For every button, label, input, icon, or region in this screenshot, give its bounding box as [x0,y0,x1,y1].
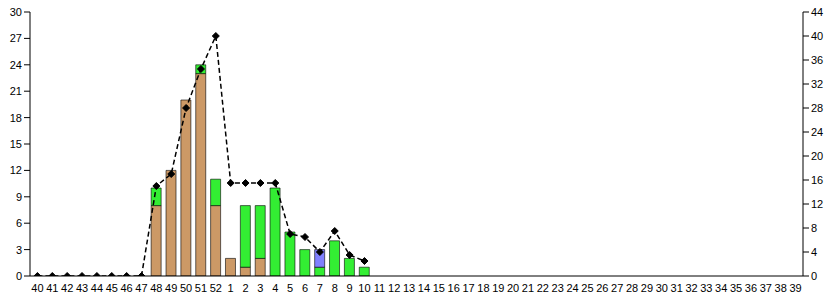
svg-text:44: 44 [811,6,823,18]
svg-text:28: 28 [626,282,638,294]
svg-text:46: 46 [121,282,133,294]
svg-text:1: 1 [228,282,234,294]
svg-text:27: 27 [611,282,623,294]
svg-text:25: 25 [581,282,593,294]
svg-text:8: 8 [811,222,817,234]
svg-text:24: 24 [566,282,578,294]
svg-text:40: 40 [811,30,823,42]
svg-text:6: 6 [16,217,22,229]
svg-text:30: 30 [656,282,668,294]
svg-text:21: 21 [10,85,22,97]
svg-text:45: 45 [106,282,118,294]
svg-text:15: 15 [433,282,445,294]
svg-text:50: 50 [180,282,192,294]
svg-text:9: 9 [347,282,353,294]
svg-text:41: 41 [46,282,58,294]
svg-text:47: 47 [135,282,147,294]
svg-text:29: 29 [641,282,653,294]
svg-text:38: 38 [775,282,787,294]
svg-text:19: 19 [492,282,504,294]
svg-text:0: 0 [811,270,817,282]
svg-text:5: 5 [287,282,293,294]
svg-text:31: 31 [671,282,683,294]
svg-text:36: 36 [745,282,757,294]
svg-text:33: 33 [700,282,712,294]
svg-text:22: 22 [537,282,549,294]
svg-text:44: 44 [91,282,103,294]
svg-text:27: 27 [10,32,22,44]
svg-text:16: 16 [811,174,823,186]
svg-text:12: 12 [388,282,400,294]
svg-text:7: 7 [317,282,323,294]
svg-text:20: 20 [811,150,823,162]
svg-text:4: 4 [272,282,278,294]
svg-text:12: 12 [10,164,22,176]
svg-text:43: 43 [76,282,88,294]
svg-text:36: 36 [811,54,823,66]
svg-text:34: 34 [715,282,727,294]
svg-text:8: 8 [332,282,338,294]
svg-text:52: 52 [210,282,222,294]
svg-text:4: 4 [811,246,817,258]
svg-text:18: 18 [10,112,22,124]
svg-text:3: 3 [257,282,263,294]
svg-text:3: 3 [16,244,22,256]
svg-text:6: 6 [302,282,308,294]
svg-text:11: 11 [374,282,385,294]
svg-text:42: 42 [61,282,73,294]
svg-text:40: 40 [31,282,43,294]
svg-text:32: 32 [811,78,823,90]
svg-text:35: 35 [730,282,742,294]
svg-text:48: 48 [150,282,162,294]
svg-text:26: 26 [596,282,608,294]
svg-text:32: 32 [685,282,697,294]
svg-text:24: 24 [10,59,22,71]
svg-text:2: 2 [242,282,248,294]
svg-text:37: 37 [760,282,772,294]
svg-text:10: 10 [358,282,370,294]
svg-text:16: 16 [448,282,460,294]
svg-text:17: 17 [462,282,474,294]
svg-text:21: 21 [522,282,534,294]
svg-text:51: 51 [195,282,207,294]
svg-text:39: 39 [789,282,801,294]
svg-text:49: 49 [165,282,177,294]
svg-text:23: 23 [552,282,564,294]
svg-text:12: 12 [811,198,823,210]
svg-text:18: 18 [477,282,489,294]
svg-text:24: 24 [811,126,823,138]
svg-text:9: 9 [16,191,22,203]
svg-text:0: 0 [16,270,22,282]
svg-text:15: 15 [10,138,22,150]
svg-text:28: 28 [811,102,823,114]
svg-text:30: 30 [10,6,22,18]
svg-text:20: 20 [507,282,519,294]
svg-text:14: 14 [418,282,430,294]
svg-text:13: 13 [403,282,415,294]
